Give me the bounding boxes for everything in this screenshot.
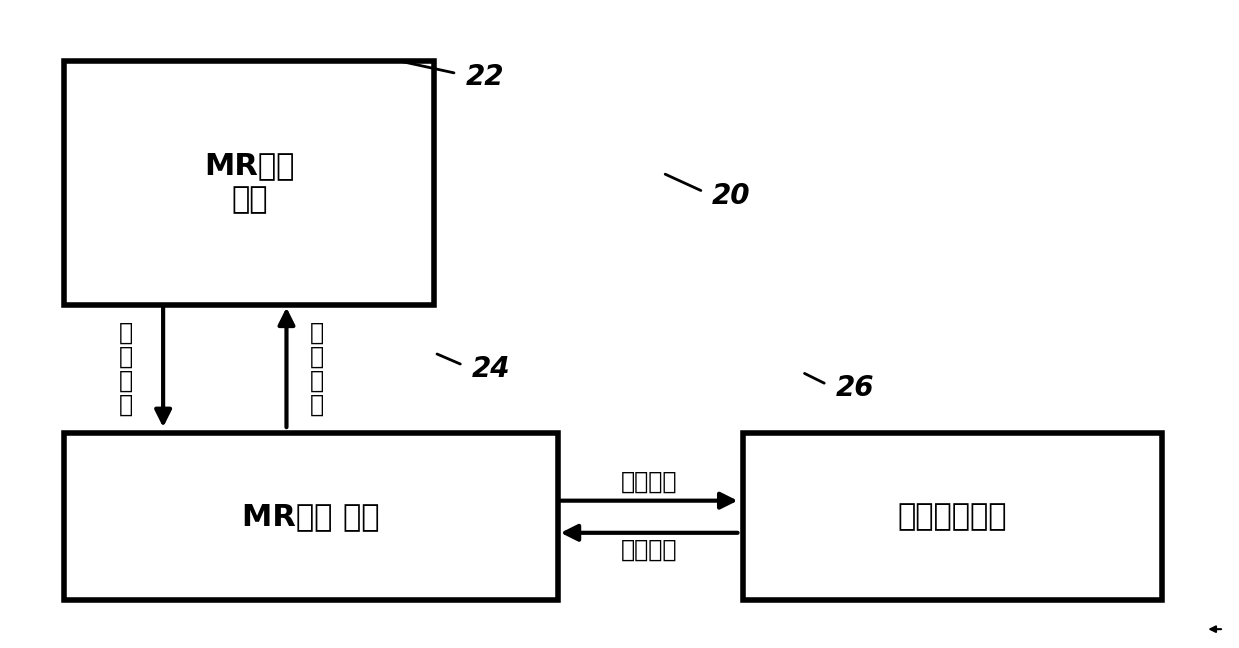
Text: MR控制 单元: MR控制 单元 bbox=[243, 502, 380, 531]
Bar bbox=[743, 434, 1162, 600]
Text: 20: 20 bbox=[712, 181, 751, 209]
Text: 扫
描
控
制: 扫 描 控 制 bbox=[310, 321, 325, 417]
Bar bbox=[64, 434, 558, 600]
Text: 24: 24 bbox=[472, 355, 510, 383]
Text: 数
据
采
集: 数 据 采 集 bbox=[119, 321, 133, 417]
Text: 26: 26 bbox=[835, 375, 873, 402]
Text: 数据处理单元: 数据处理单元 bbox=[898, 502, 1007, 531]
Text: 22: 22 bbox=[466, 63, 504, 91]
Text: 数据传输: 数据传输 bbox=[621, 469, 678, 493]
Bar bbox=[64, 61, 435, 305]
Text: MR扫描
设备: MR扫描 设备 bbox=[204, 152, 295, 214]
Text: 安全反馈: 安全反馈 bbox=[621, 538, 678, 562]
